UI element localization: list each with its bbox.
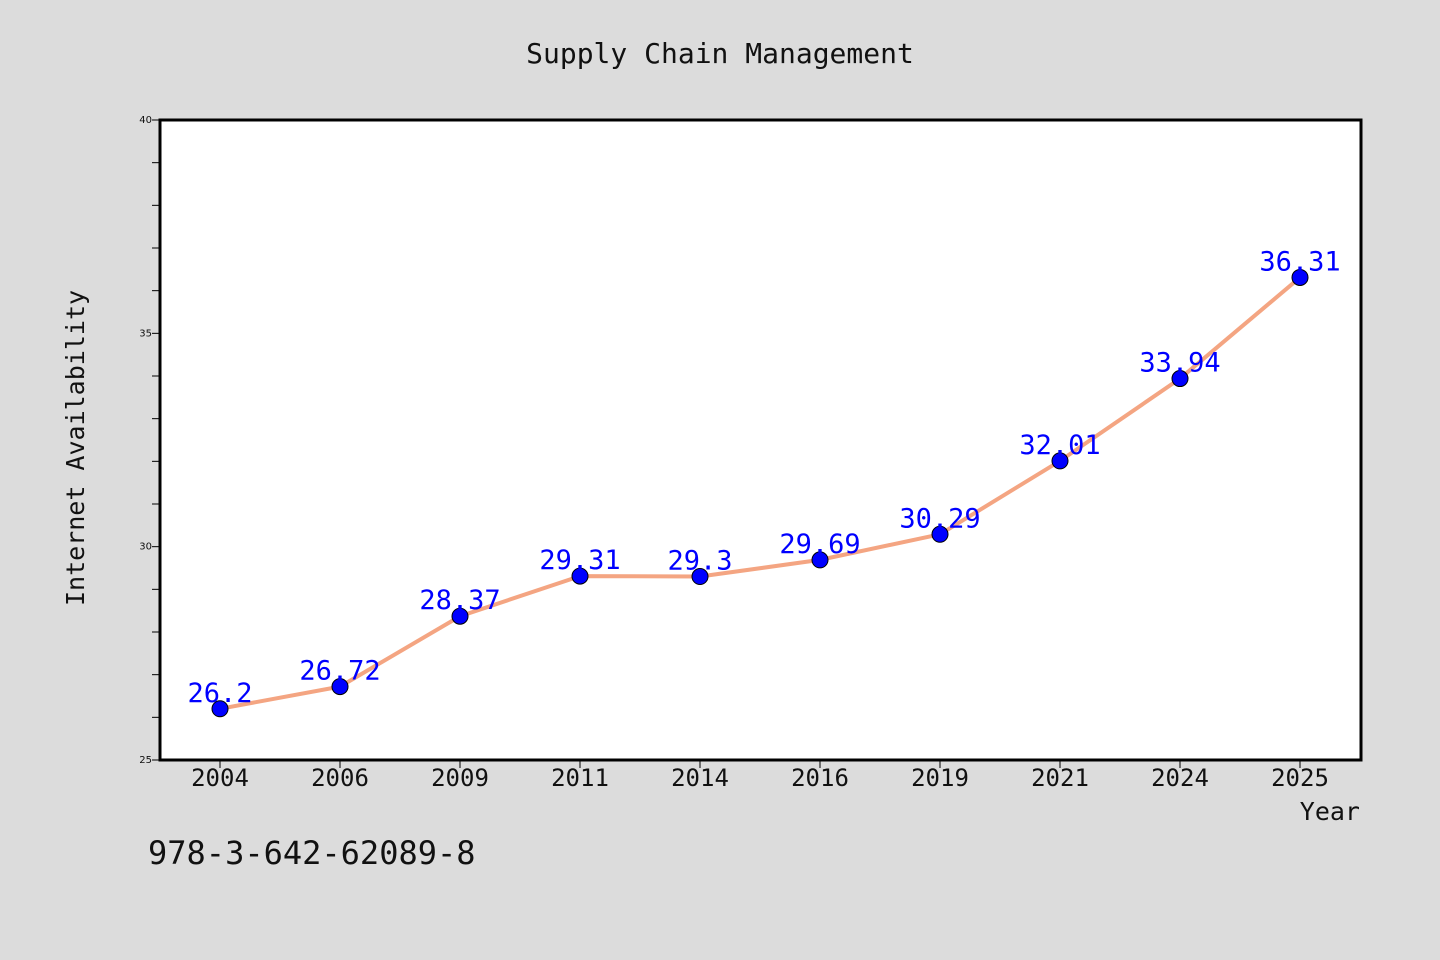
x-tick-label: 2009 [431,764,489,792]
data-point [691,568,709,586]
chart-title: Supply Chain Management [526,37,914,70]
x-tick-label: 2021 [1031,764,1089,792]
y-tick-label: 30 [139,542,152,553]
data-point [1051,452,1069,470]
data-point [571,567,589,585]
footer-code: 978-3-642-62089-8 [148,834,476,872]
y-tick-label: 40 [139,115,152,126]
y-axis-label: Internet Availability [61,290,90,606]
y-tick-label: 35 [139,328,152,339]
data-label-layer: 26.2 26.72 28.37 29.31 29.3 29.69 30.29 32.01 33… [187,246,1340,708]
data-label: 36.31 [1259,246,1340,277]
data-point [451,607,469,625]
plot-area [160,120,1361,760]
x-axis-label: Year [1300,797,1360,826]
data-point [1171,370,1189,388]
x-tick-label: 2024 [1151,764,1209,792]
data-label: 26.2 [187,678,252,709]
data-point [931,525,949,543]
data-label: 32.01 [1019,430,1100,461]
data-label: 29.3 [667,546,732,577]
plot-frame [158,118,1363,762]
x-tick-label: 2004 [191,764,249,792]
x-tick-label: 2019 [911,764,969,792]
data-point [811,551,829,569]
data-label: 29.69 [779,529,860,560]
x-tick-label: 2016 [791,764,849,792]
y-tick-label: 25 [139,755,152,766]
data-label: 29.31 [539,545,620,576]
series-line [218,275,1302,711]
data-label: 28.37 [419,585,500,616]
data-label: 30.29 [899,503,980,534]
x-tick-label: 2025 [1271,764,1329,792]
x-tick-label: 2011 [551,764,609,792]
data-point [1291,268,1309,286]
data-point [331,678,349,696]
series-layer [211,268,1309,718]
data-point [211,700,229,718]
x-axis: 2004 2006 2009 2011 2014 2016 2019 2021 2024 2025 [191,760,1329,792]
data-label: 33.94 [1139,348,1220,379]
x-tick-label: 2006 [311,764,369,792]
x-tick-label: 2014 [671,764,729,792]
data-label: 26.72 [299,656,380,687]
